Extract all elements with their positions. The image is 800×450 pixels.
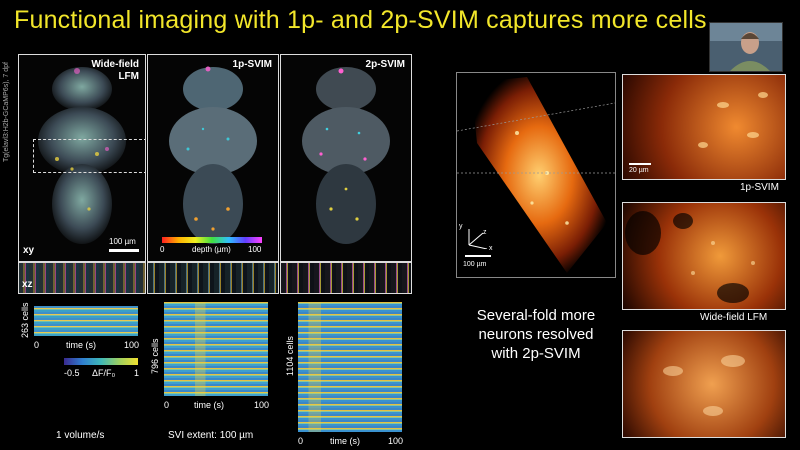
depth-colorbar: [162, 237, 262, 243]
volume-render-2p: 100 µm y z x: [456, 72, 616, 278]
panel-1p-svim: 1p-SVIM 0 depth (µm) 100: [147, 54, 279, 262]
xz-strip-1p: [147, 262, 279, 294]
panel-label-widefield-2: LFM: [118, 71, 139, 82]
heatmap1-x-start: 0: [34, 340, 40, 350]
xy-label: xy: [23, 245, 35, 256]
crop-1p-texture: [625, 211, 755, 303]
heatmap2-x-start: 0: [164, 400, 170, 410]
xz-texture: [19, 263, 145, 293]
volume-render-image: [457, 77, 615, 273]
panel-label-1p: 1p-SVIM: [232, 59, 272, 70]
crop-1p-svim: [622, 202, 786, 310]
dff-label: ΔF/F₀: [92, 368, 116, 378]
xz-strip-2p: [280, 262, 412, 294]
scale-bar-label: 100 µm: [109, 237, 136, 246]
heatmap3-x-end: 100: [388, 436, 404, 446]
depth-max-label: 100: [248, 245, 262, 254]
crop-scale-label: 20 µm: [629, 167, 649, 174]
crop-2p-svim: 20 µm: [622, 74, 786, 180]
xz-texture: [281, 263, 411, 293]
label-widefield-lfm: Wide-field LFM: [700, 312, 768, 323]
slide-title: Functional imaging with 1p- and 2p-SVIM …: [14, 6, 707, 34]
volume-axis-x: x: [489, 245, 493, 252]
caption-volume-rate: 1 volume/s: [56, 430, 105, 441]
label-1p-svim: 1p-SVIM: [740, 182, 779, 193]
heatmap2-x-label: time (s): [194, 400, 224, 410]
dff-min-label: -0.5: [64, 368, 80, 378]
panel-widefield-lfm: Wide-field LFM xy 100 µm: [18, 54, 146, 262]
depth-axis-label: depth (µm): [192, 245, 231, 254]
xz-label: xz: [22, 279, 33, 290]
presenter-figure: [710, 23, 782, 71]
zoom-region-box: [33, 139, 145, 173]
volume-scale-bar: [465, 255, 491, 257]
dff-max-label: 1: [134, 368, 140, 378]
crop-wf-texture: [663, 355, 745, 416]
heatmap3-x-start: 0: [298, 436, 304, 446]
panel-2p-svim: 2p-SVIM: [280, 54, 412, 262]
summary-line-2: neurons resolved: [478, 326, 594, 343]
crop-scale-bar: [629, 163, 651, 165]
summary-line-3: with 2p-SVIM: [491, 345, 581, 362]
dff-colorbar: [64, 358, 138, 365]
heatmap-widefield: [34, 306, 138, 336]
caption-svi-extent: SVI extent: 100 µm: [168, 430, 254, 441]
xz-strip-widefield: xz: [18, 262, 146, 294]
heatmap-1p: [164, 302, 268, 396]
brain-image-1p: [169, 66, 257, 244]
summary-line-1: Several-fold more: [476, 307, 596, 324]
transgenic-line-caption: Tg(elavl3:H2b-GCaMP6s), 7 dpf: [3, 62, 10, 162]
brain-image-2p: [302, 67, 390, 244]
volume-axes: [468, 229, 488, 249]
heatmap1-x-end: 100: [124, 340, 140, 350]
scale-bar: [109, 249, 139, 252]
crop-widefield-lfm: [622, 330, 786, 438]
presenter-webcam: [709, 22, 783, 72]
depth-min-label: 0: [160, 245, 165, 254]
volume-axis-y: y: [459, 223, 463, 230]
heatmap1-x-label: time (s): [66, 340, 96, 350]
crop-2p-texture: [698, 92, 768, 148]
heatmap-2p: [298, 302, 402, 432]
heatmap3-x-label: time (s): [330, 436, 360, 446]
heatmap1-cells-label: 263 cells: [20, 302, 30, 338]
volume-scale-label: 100 µm: [463, 261, 487, 268]
panel-label-widefield-1: Wide-field: [91, 59, 139, 70]
heatmap2-x-end: 100: [254, 400, 270, 410]
volume-axis-z: z: [483, 229, 487, 236]
panel-label-2p: 2p-SVIM: [365, 59, 405, 70]
heatmap2-cells-label: 796 cells: [150, 338, 160, 374]
xz-texture: [148, 263, 278, 293]
heatmap3-cells-label: 1104 cells: [285, 336, 295, 376]
brain-image-widefield: [38, 67, 126, 244]
